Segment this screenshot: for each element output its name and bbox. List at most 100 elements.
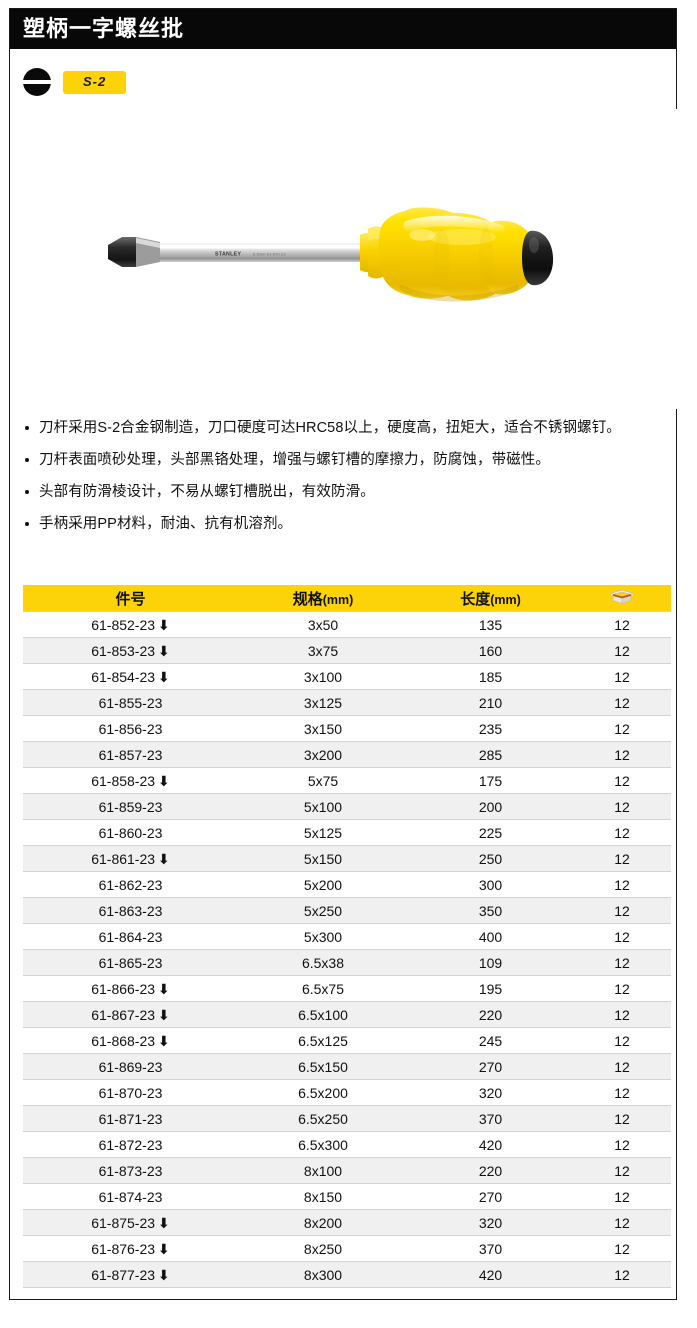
- part-number-text: 61-876-23: [91, 1240, 156, 1257]
- table-header-row: 件号 规格(mm) 长度(mm): [23, 585, 671, 612]
- cell-package-qty: 12: [573, 1079, 671, 1106]
- table-row[interactable]: 61-854-23 ⬇ 3x100 185 12: [23, 663, 671, 690]
- table-row[interactable]: 61-870-23 6.5x200 320 12: [23, 1079, 671, 1106]
- table-row[interactable]: 61-861-23 ⬇ 5x150 250 12: [23, 845, 671, 872]
- cell-package-qty: 12: [573, 1235, 671, 1262]
- cell-spec: 6.5x250: [238, 1105, 408, 1132]
- product-image: STANLEY 6.5mm 61-870-23: [10, 109, 678, 409]
- cell-part-number: 61-872-23: [23, 1131, 238, 1158]
- table-row[interactable]: 61-853-23 ⬇ 3x75 160 12: [23, 637, 671, 664]
- svg-text:STANLEY: STANLEY: [215, 252, 241, 258]
- column-header-part-number-label: 件号: [115, 590, 146, 608]
- table-row[interactable]: 61-864-23 5x300 400 12: [23, 923, 671, 950]
- cell-spec: 8x200: [238, 1209, 408, 1236]
- cell-length: 235: [408, 715, 573, 742]
- cell-part-number: 61-867-23 ⬇: [23, 1001, 238, 1028]
- cell-length: 135: [408, 611, 573, 638]
- cell-part-number: 61-862-23: [23, 871, 238, 898]
- table-row[interactable]: 61-859-23 5x100 200 12: [23, 793, 671, 820]
- cell-length: 300: [408, 871, 573, 898]
- table-row[interactable]: 61-868-23 ⬇ 6.5x125 245 12: [23, 1027, 671, 1054]
- table-row[interactable]: 61-858-23 ⬇ 5x75 175 12: [23, 767, 671, 794]
- cell-length: 370: [408, 1235, 573, 1262]
- cell-part-number: 61-875-23 ⬇: [23, 1209, 238, 1236]
- table-row[interactable]: 61-865-23 6.5x38 109 12: [23, 949, 671, 976]
- part-number-text: 61-875-23: [91, 1214, 156, 1231]
- cell-package-qty: 12: [573, 1027, 671, 1054]
- page-frame: 塑柄一字螺丝批 S-2: [9, 8, 678, 1300]
- part-number-text: 61-871-23: [98, 1110, 163, 1127]
- table-row[interactable]: 61-872-23 6.5x300 420 12: [23, 1131, 671, 1158]
- cell-package-qty: 12: [573, 1209, 671, 1236]
- part-number-text: 61-873-23: [98, 1162, 163, 1179]
- cell-spec: 6.5x200: [238, 1079, 408, 1106]
- table-row[interactable]: 61-874-23 8x150 270 12: [23, 1183, 671, 1210]
- cell-length: 160: [408, 637, 573, 664]
- cell-package-qty: 12: [573, 975, 671, 1002]
- list-item: 头部有防滑棱设计，不易从螺钉槽脱出，有效防滑。: [23, 481, 663, 503]
- cell-part-number: 61-859-23: [23, 793, 238, 820]
- cell-package-qty: 12: [573, 1131, 671, 1158]
- cell-length: 320: [408, 1209, 573, 1236]
- table-row[interactable]: 61-869-23 6.5x150 270 12: [23, 1053, 671, 1080]
- cell-spec: 6.5x100: [238, 1001, 408, 1028]
- table-header: 件号 规格(mm) 长度(mm): [23, 585, 671, 612]
- cell-spec: 6.5x38: [238, 949, 408, 976]
- cell-part-number: 61-853-23 ⬇: [23, 637, 238, 664]
- table-row[interactable]: 61-860-23 5x125 225 12: [23, 819, 671, 846]
- cell-spec: 3x200: [238, 741, 408, 768]
- table-row[interactable]: 61-871-23 6.5x250 370 12: [23, 1105, 671, 1132]
- table-row[interactable]: 61-862-23 5x200 300 12: [23, 871, 671, 898]
- part-number-text: 61-852-23: [91, 616, 156, 633]
- table-row[interactable]: 61-855-23 3x125 210 12: [23, 689, 671, 716]
- part-number-text: 61-853-23: [91, 642, 156, 659]
- cell-package-qty: 12: [573, 871, 671, 898]
- cell-package-qty: 12: [573, 949, 671, 976]
- table-row[interactable]: 61-873-23 8x100 220 12: [23, 1157, 671, 1184]
- table-row[interactable]: 61-875-23 ⬇ 8x200 320 12: [23, 1209, 671, 1236]
- svg-text:6.5mm 61-870-23: 6.5mm 61-870-23: [253, 253, 286, 257]
- table-row[interactable]: 61-877-23 ⬇ 8x300 420 12: [23, 1261, 671, 1288]
- cell-spec: 3x150: [238, 715, 408, 742]
- table-row[interactable]: 61-867-23 ⬇ 6.5x100 220 12: [23, 1001, 671, 1028]
- cell-part-number: 61-866-23 ⬇: [23, 975, 238, 1002]
- cell-length: 270: [408, 1053, 573, 1080]
- cell-spec: 6.5x150: [238, 1053, 408, 1080]
- cell-package-qty: 12: [573, 689, 671, 716]
- cell-package-qty: 12: [573, 663, 671, 690]
- part-number-text: 61-866-23: [91, 980, 156, 997]
- table-row[interactable]: 61-857-23 3x200 285 12: [23, 741, 671, 768]
- part-number-text: 61-865-23: [98, 954, 163, 971]
- cell-spec: 3x100: [238, 663, 408, 690]
- down-arrow-icon: ⬇: [158, 1006, 170, 1023]
- column-header-length-unit: (mm): [490, 592, 521, 607]
- down-arrow-icon: ⬇: [158, 1214, 170, 1231]
- slotted-screw-head-icon: [23, 68, 51, 96]
- down-arrow-icon: ⬇: [158, 1266, 170, 1283]
- column-header-length-label: 长度: [460, 590, 491, 608]
- cell-length: 210: [408, 689, 573, 716]
- cell-package-qty: 12: [573, 845, 671, 872]
- table-row[interactable]: 61-863-23 5x250 350 12: [23, 897, 671, 924]
- cell-length: 220: [408, 1157, 573, 1184]
- table-row[interactable]: 61-876-23 ⬇ 8x250 370 12: [23, 1235, 671, 1262]
- material-badge: S-2: [63, 70, 127, 94]
- cell-part-number: 61-863-23: [23, 897, 238, 924]
- table-row[interactable]: 61-852-23 ⬇ 3x50 135 12: [23, 611, 671, 638]
- cell-length: 420: [408, 1131, 573, 1158]
- cell-package-qty: 12: [573, 767, 671, 794]
- part-number-text: 61-857-23: [98, 746, 163, 763]
- part-number-text: 61-858-23: [91, 772, 156, 789]
- table-row[interactable]: 61-856-23 3x150 235 12: [23, 715, 671, 742]
- part-number-text: 61-874-23: [98, 1188, 163, 1205]
- part-number-text: 61-877-23: [91, 1266, 156, 1283]
- part-number-text: 61-868-23: [91, 1032, 156, 1049]
- down-arrow-icon: ⬇: [158, 1032, 170, 1049]
- cell-package-qty: 12: [573, 741, 671, 768]
- specification-table: 件号 规格(mm) 长度(mm): [23, 585, 671, 1288]
- table-row[interactable]: 61-866-23 ⬇ 6.5x75 195 12: [23, 975, 671, 1002]
- cell-part-number: 61-877-23 ⬇: [23, 1261, 238, 1288]
- cell-package-qty: 12: [573, 1105, 671, 1132]
- cell-spec: 5x75: [238, 767, 408, 794]
- cell-part-number: 61-856-23: [23, 715, 238, 742]
